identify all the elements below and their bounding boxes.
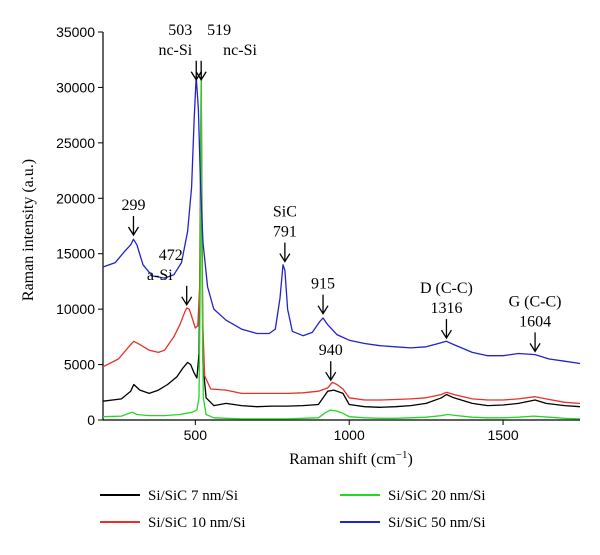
y-tick-label: 15000	[56, 246, 95, 262]
series-line-4	[102, 75, 581, 365]
x-tick-label: 1000	[334, 427, 365, 443]
annotation-5: SiC 791	[273, 204, 297, 263]
y-tick-label: 25000	[56, 135, 95, 151]
annotation-arrowhead	[279, 253, 291, 263]
series-line-1	[102, 108, 581, 408]
y-tick-label: 20000	[56, 190, 95, 206]
annotation-label: G (C-C)	[509, 293, 562, 310]
annotation-6: 915	[311, 276, 335, 315]
series-line-3	[102, 75, 581, 420]
legend: Si/SiC 7 nm/Si Si/SiC 10 nm/Si Si/SiC 20 n…	[100, 488, 486, 531]
annotation-label: 1316	[430, 300, 462, 317]
y-axis-title: Raman intensity (a.u.)	[20, 159, 37, 301]
legend-item-2: Si/SiC 10 nm/Si	[100, 515, 246, 531]
annotation-label: 503	[168, 22, 192, 39]
series-line-2	[102, 70, 581, 405]
annotation-arrowhead	[181, 296, 193, 307]
x-axis-title: Raman shift (cm−1)	[289, 449, 413, 468]
annotation-label: nc-Si	[158, 42, 192, 59]
annotation-arrowhead	[529, 343, 541, 353]
annotation-arrowhead	[317, 305, 329, 315]
annotation-arrowhead	[195, 71, 207, 82]
annotation-label: 791	[273, 224, 297, 241]
annotation-label: 472	[159, 247, 183, 264]
annotation-4: 472 a-Si	[147, 247, 193, 307]
annotation-label: nc-Si	[223, 42, 257, 59]
annotation-arrowhead	[440, 329, 452, 340]
legend-label: Si/SiC 10 nm/Si	[148, 515, 246, 531]
annotation-7: 940	[319, 342, 343, 382]
legend-item-1: Si/SiC 7 nm/Si	[100, 488, 238, 504]
annotation-label: SiC	[273, 204, 297, 221]
annotation-label: 519	[207, 22, 231, 39]
x-tick-label: 1500	[487, 427, 518, 443]
y-tick-label: 35000	[56, 24, 95, 40]
annotation-arrowhead	[190, 71, 202, 82]
plot-area: 0 5000 10000 15000 20000 25000 30000 35000 500 10…	[56, 22, 581, 443]
y-tick-label: 10000	[56, 301, 95, 317]
y-tick-label: 5000	[64, 357, 95, 373]
annotation-label: 915	[311, 276, 335, 293]
annotation-label: D (C-C)	[420, 280, 473, 297]
y-tick-label: 30000	[56, 79, 95, 95]
annotation-8: D (C-C) 1316	[420, 280, 473, 340]
legend-label: Si/SiC 20 nm/Si	[388, 488, 486, 504]
annotation-arrowhead	[127, 226, 140, 237]
annotation-2: 519 nc-Si	[195, 22, 257, 82]
annotation-label: 299	[121, 197, 145, 214]
annotation-label: 1604	[519, 313, 551, 330]
x-tick-label: 500	[184, 427, 208, 443]
legend-label: Si/SiC 7 nm/Si	[148, 488, 238, 504]
y-tick-label: 0	[87, 412, 95, 428]
legend-label: Si/SiC 50 nm/Si	[388, 515, 486, 531]
annotation-label: 940	[319, 342, 343, 359]
annotation-9: G (C-C) 1604	[509, 293, 562, 353]
annotation-1: 503 nc-Si	[158, 22, 202, 82]
annotation-3: 299	[121, 197, 145, 237]
annotation-arrowhead	[325, 371, 337, 382]
annotation-label: a-Si	[147, 267, 173, 284]
legend-item-4: Si/SiC 50 nm/Si	[340, 515, 486, 531]
legend-item-3: Si/SiC 20 nm/Si	[340, 488, 486, 504]
